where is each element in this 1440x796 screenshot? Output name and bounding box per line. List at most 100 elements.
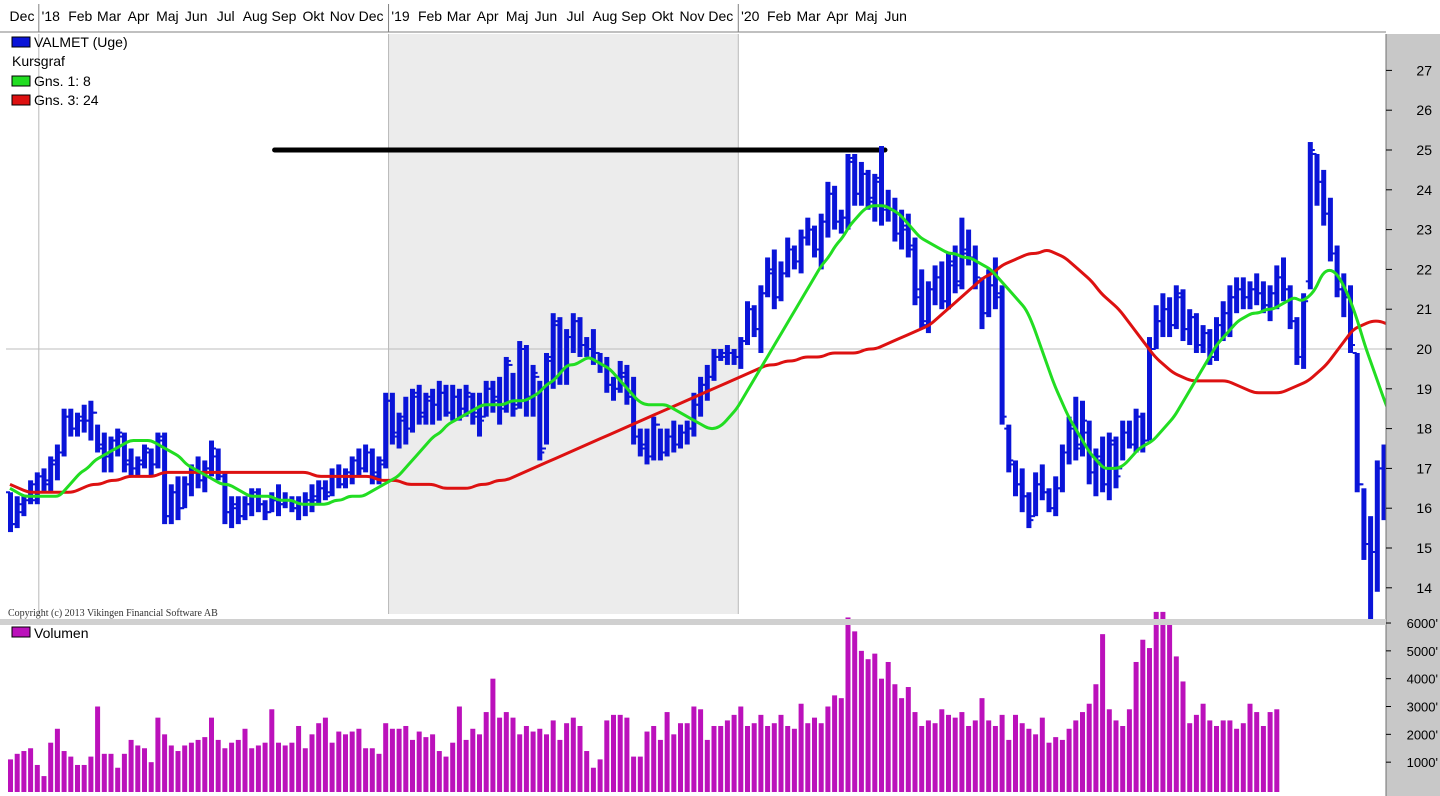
price-bar <box>21 496 27 517</box>
price-bar <box>450 384 456 421</box>
price-bar <box>584 337 590 357</box>
price-bar <box>175 476 181 521</box>
volume-bar <box>436 751 442 792</box>
price-bar <box>798 229 804 274</box>
volume-bar <box>1080 712 1085 792</box>
volume-bar <box>81 764 87 792</box>
price-bar <box>858 161 864 206</box>
price-bar <box>142 444 147 469</box>
volume-bar <box>631 756 637 792</box>
volume-bar <box>785 725 791 792</box>
price-bar <box>1100 436 1106 493</box>
volume-bar <box>979 698 985 792</box>
price-bar <box>1113 436 1119 489</box>
volume-bar <box>1013 714 1018 792</box>
volume-bar <box>704 739 710 792</box>
price-bar <box>570 313 576 353</box>
volume-bar <box>1039 717 1045 792</box>
legend-label-valmet: VALMET (Uge) <box>34 34 128 50</box>
price-bar <box>745 301 750 346</box>
price-bar <box>188 464 194 497</box>
price-bar <box>1321 169 1327 226</box>
volume-bar <box>597 759 603 792</box>
month-label: Apr <box>128 8 150 24</box>
price-tick-label: 15 <box>1416 540 1432 556</box>
volume-bar <box>1147 648 1152 792</box>
price-bar <box>912 237 918 306</box>
volume-bar <box>537 728 543 792</box>
volume-bar <box>108 753 114 792</box>
price-bar <box>376 456 382 485</box>
price-bar <box>389 392 395 445</box>
price-bar <box>771 249 777 310</box>
volume-bar <box>282 745 288 792</box>
price-bar <box>436 380 442 421</box>
price-bar <box>363 444 369 473</box>
volume-bar <box>1220 720 1226 792</box>
volume-bar <box>95 706 101 792</box>
volume-bar <box>932 723 938 792</box>
price-bar <box>919 269 925 330</box>
price-bar <box>818 213 824 270</box>
price-tick-label: 19 <box>1416 381 1432 397</box>
volume-bar <box>296 725 302 792</box>
volume-bar <box>343 734 348 792</box>
month-label: Jun <box>185 8 208 24</box>
month-label: Sep <box>621 8 646 24</box>
volume-tick-label: 4000' <box>1407 672 1438 687</box>
price-bar <box>758 285 764 353</box>
volume-bar <box>14 753 20 792</box>
volume-bar <box>222 748 228 792</box>
price-bar <box>95 424 101 453</box>
volume-bar <box>872 653 878 792</box>
volume-bar <box>376 753 382 792</box>
price-bar <box>1187 309 1193 346</box>
price-bar <box>905 213 911 258</box>
month-label: Feb <box>68 8 92 24</box>
price-bar <box>289 496 295 513</box>
price-bar <box>1006 424 1012 473</box>
price-bar <box>1348 285 1353 353</box>
volume-bar <box>691 706 697 792</box>
volume-bar <box>276 742 281 792</box>
volume-bar <box>309 734 315 792</box>
volume-bar <box>1200 703 1206 792</box>
price-bar <box>503 356 509 413</box>
month-label: Aug <box>592 8 617 24</box>
price-bar <box>1314 153 1320 206</box>
volume-bar <box>1187 723 1193 792</box>
volume-bar <box>175 751 181 792</box>
volume-bar <box>389 728 395 792</box>
price-bar <box>825 181 831 238</box>
price-bar <box>711 349 717 381</box>
legend-swatch-volumen <box>11 626 31 638</box>
volume-bar <box>865 659 871 792</box>
volume-bar <box>1260 725 1266 792</box>
price-bar <box>1214 317 1219 361</box>
price-bar <box>61 408 67 457</box>
price-bar <box>229 496 235 529</box>
volume-bar <box>322 717 328 792</box>
volume-bar <box>363 748 369 792</box>
volume-bar <box>182 745 188 792</box>
volume-bar <box>992 725 998 792</box>
volume-bar <box>845 617 851 792</box>
volume-bar <box>269 709 275 792</box>
price-bar <box>624 364 630 405</box>
volume-bar <box>202 737 208 792</box>
volume-bar <box>885 661 891 792</box>
month-label: Mar <box>97 8 121 24</box>
price-bar <box>121 432 127 473</box>
volume-bar <box>168 745 174 792</box>
price-bar <box>369 448 375 485</box>
price-bar <box>718 349 724 361</box>
price-bar <box>778 261 784 302</box>
price-tick-label: 26 <box>1416 102 1432 118</box>
price-bar <box>1267 285 1273 322</box>
volume-bar <box>215 739 221 792</box>
price-bar <box>430 388 436 425</box>
price-bar <box>262 500 268 521</box>
price-bar <box>309 484 315 513</box>
price-bar <box>1200 325 1206 353</box>
volume-bar <box>503 712 509 792</box>
